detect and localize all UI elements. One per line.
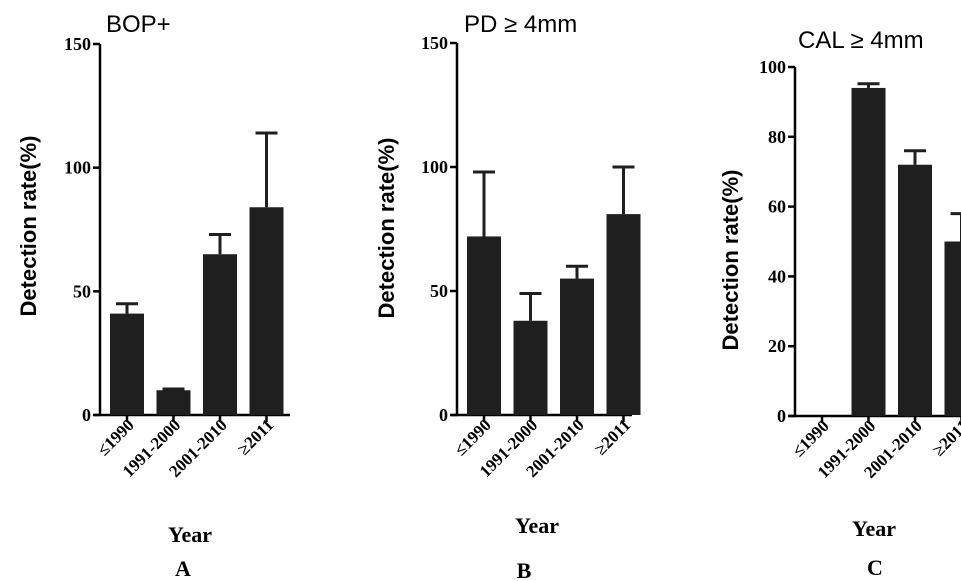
y-tick-label: 40 [768, 266, 786, 286]
x-tick-label: ≤1990 [789, 416, 833, 460]
chart-title: PD ≥ 4mm [464, 11, 577, 38]
panel-label: C [867, 555, 883, 580]
x-tick-label: ≥2011 [929, 416, 961, 459]
y-tick-label: 80 [768, 127, 786, 147]
y-tick-label: 100 [64, 158, 91, 178]
bar [249, 207, 284, 415]
y-tick-label: 0 [439, 405, 448, 425]
y-axis-label: Detection rate(%) [374, 138, 399, 319]
x-tick-label: ≤1990 [451, 415, 495, 459]
y-tick-label: 150 [64, 34, 91, 54]
panel-b: PD ≥ 4mm Detection rate(%) 0 50 100 150 ≤199… [374, 11, 641, 581]
panel-label: A [175, 556, 191, 581]
y-tick-label: 0 [82, 405, 91, 425]
y-tick-label: 0 [777, 406, 786, 426]
y-tick-label: 100 [421, 157, 448, 177]
x-tick-label: ≤1990 [94, 415, 138, 459]
y-tick-label: 150 [421, 33, 448, 53]
y-axis-label: Detection rate(%) [718, 170, 743, 351]
x-axis-label: Year [515, 513, 559, 538]
x-axis-label: Year [852, 516, 896, 541]
bar [513, 320, 548, 415]
bar [110, 313, 144, 415]
x-axis-label: Year [168, 522, 212, 547]
y-axis-label: Detection rate(%) [16, 136, 41, 317]
y-tick-label: 50 [430, 281, 448, 301]
y-tick-label: 20 [768, 336, 786, 356]
x-tick-label: ≥2011 [234, 415, 277, 458]
bar [560, 278, 594, 415]
y-tick-label: 50 [73, 281, 91, 301]
y-tick-label: 60 [768, 197, 786, 217]
bar [606, 214, 641, 415]
chart-title: CAL ≥ 4mm [798, 27, 924, 54]
bar [898, 164, 932, 416]
panel-label: B [517, 558, 532, 581]
bar [944, 241, 961, 416]
bar [156, 390, 191, 415]
chart-title: BOP+ [106, 11, 171, 38]
y-tick-label: 100 [759, 57, 786, 77]
x-tick-label: ≥2011 [591, 415, 634, 458]
panel-a: BOP+ Detection rate(%) 050100150≤1990199… [16, 11, 290, 581]
bar [203, 254, 237, 415]
bar [467, 236, 501, 415]
panel-c: CAL ≥ 4mm Detection rate(%) 0 20 40 60 80 100… [718, 27, 961, 580]
bar [851, 87, 886, 416]
